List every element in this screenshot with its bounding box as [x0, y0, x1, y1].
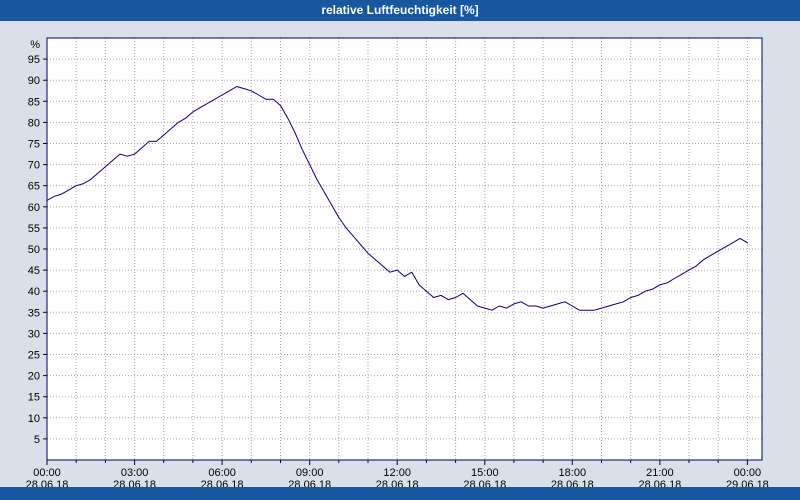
title-bar: relative Luftfeuchtigkeit [%]	[0, 0, 800, 21]
y-tick-label: 55	[28, 223, 40, 235]
x-tick-time-label: 09:00	[296, 467, 324, 479]
x-tick-time-label: 03:00	[121, 467, 149, 479]
y-tick-label: 20	[28, 371, 40, 383]
window-title: relative Luftfeuchtigkeit [%]	[321, 3, 479, 17]
y-tick-label: 85	[28, 96, 40, 108]
x-tick-time-label: 21:00	[646, 467, 674, 479]
y-tick-label: 65	[28, 181, 40, 193]
x-tick-time-label: 15:00	[471, 467, 499, 479]
y-tick-label: 25	[28, 350, 40, 362]
x-tick-time-label: 12:00	[383, 467, 411, 479]
y-tick-label: 35	[28, 307, 40, 319]
y-tick-label: 90	[28, 75, 40, 87]
humidity-line-series	[46, 86, 748, 311]
y-tick-label: 40	[28, 286, 40, 298]
bottom-bar	[0, 487, 800, 500]
y-tick-label: 60	[28, 202, 40, 214]
y-tick-label: 45	[28, 265, 40, 277]
y-tick-label: 50	[28, 244, 40, 256]
y-tick-label: 70	[28, 160, 40, 172]
y-tick-label: 95	[28, 54, 40, 66]
y-axis-unit-label: %	[30, 39, 40, 51]
y-tick-label: 80	[28, 117, 40, 129]
y-tick-label: 10	[28, 413, 40, 425]
y-tick-label: 5	[34, 434, 40, 446]
x-tick-time-label: 18:00	[559, 467, 587, 479]
y-tick-label: 15	[28, 392, 40, 404]
y-tick-label: 75	[28, 139, 40, 151]
x-tick-time-label: 00:00	[33, 467, 61, 479]
x-tick-time-label: 06:00	[208, 467, 236, 479]
y-tick-label: 30	[28, 328, 40, 340]
x-tick-time-label: 00:00	[734, 467, 762, 479]
